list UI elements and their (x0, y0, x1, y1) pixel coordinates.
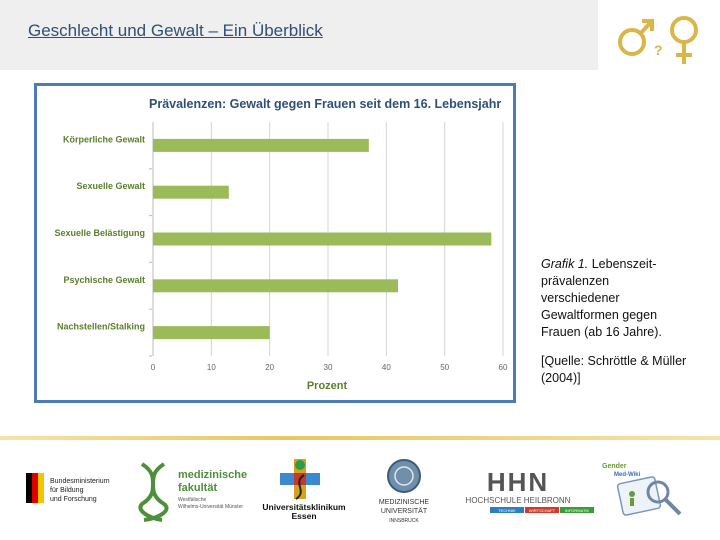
caption-source: [Quelle: Schröttle & Müller (2004)] (541, 354, 687, 385)
category-label: Nachstellen/Stalking (57, 322, 145, 332)
magnifier-document-icon (616, 476, 682, 516)
mui-line3: INNSBRUCK (389, 518, 419, 524)
x-tick-label: 60 (499, 363, 508, 372)
hhn-mark: HHN (487, 467, 549, 497)
x-tick-label: 20 (265, 363, 274, 372)
x-tick-label: 10 (207, 363, 216, 372)
medfak-line2: fakultät (178, 482, 217, 494)
medfak-line1: medizinische (178, 469, 247, 481)
gender-symbols-icon: ? (618, 16, 698, 64)
page-title: Geschlecht und Gewalt – Ein Überblick (28, 21, 323, 40)
x-tick-label: 0 (151, 363, 156, 372)
uk-essen-line2: Essen (291, 511, 316, 521)
bmbf-line3: und Forschung (50, 496, 97, 503)
mui-line2: UNIVERSITÄT (381, 507, 428, 515)
category-label: Körperliche Gewalt (63, 134, 145, 144)
bar (153, 326, 270, 340)
caption-text: Lebenszeit­prävalenzen verschiedener Gew… (541, 257, 662, 339)
bar-chart: Prävalenzen: Gewalt gegen Frauen seit de… (54, 97, 508, 392)
category-label: Sexuelle Belästigung (54, 228, 145, 238)
uk-essen-line1: Universitätsklinikum (262, 502, 346, 512)
footer-divider (0, 436, 720, 440)
medfak-logo: medizinische fakultät Westfälische Wilhe… (138, 462, 247, 522)
chart-title: Prävalenzen: Gewalt gegen Frauen seit de… (149, 97, 501, 111)
header-band: Geschlecht und Gewalt – Ein Überblick (0, 0, 598, 70)
chart-frame: Prävalenzen: Gewalt gegen Frauen seit de… (34, 83, 516, 403)
hhn-logo: HHN HOCHSCHULE HEILBRONN TECHNIK WIRTSCH… (466, 467, 594, 513)
x-tick-label: 50 (440, 363, 449, 372)
gmw-line1: Gender (602, 463, 627, 470)
hhn-tag-wirtschaft: WIRTSCHAFT (529, 508, 556, 513)
hhn-name: HOCHSCHULE HEILBRONN (466, 496, 571, 505)
uk-essen-logo: Universitätsklinikum Essen (262, 459, 346, 521)
cross-emblem-icon (280, 459, 320, 500)
hhn-tag-technik: TECHNIK (498, 508, 516, 513)
bar (153, 279, 398, 293)
gender-med-wiki-logo: Gender Med-Wiki (602, 463, 682, 516)
bmbf-line1: Bundesministerium (50, 478, 110, 485)
medfak-sub2: Wilhelms-Universität Münster (178, 504, 243, 510)
gmw-line2: Med-Wiki (614, 472, 641, 478)
bmbf-logo: Bundesministerium für Bildung und Forsch… (26, 473, 110, 503)
mui-logo: MEDIZINISCHE UNIVERSITÄT INNSBRUCK (379, 459, 430, 524)
seal-icon (387, 459, 421, 493)
bar (153, 232, 492, 246)
x-axis-label: Prozent (307, 380, 348, 392)
x-tick-label: 30 (324, 363, 333, 372)
caption-figure-label: Grafik 1. (541, 257, 589, 271)
medfak-sub1: Westfälische (178, 497, 206, 503)
x-tick-label: 40 (382, 363, 391, 372)
category-label: Sexuelle Gewalt (76, 181, 145, 191)
mui-line1: MEDIZINISCHE (379, 499, 430, 506)
svg-text:?: ? (654, 42, 663, 58)
bar (153, 138, 369, 152)
figure-caption: Grafik 1. Lebenszeit­prävalenzen verschi… (541, 256, 691, 399)
bar (153, 185, 229, 199)
hhn-tag-informatik: INFORMATIK (565, 508, 590, 513)
bmbf-line2: für Bildung (50, 487, 84, 494)
category-label: Psychische Gewalt (63, 275, 145, 285)
